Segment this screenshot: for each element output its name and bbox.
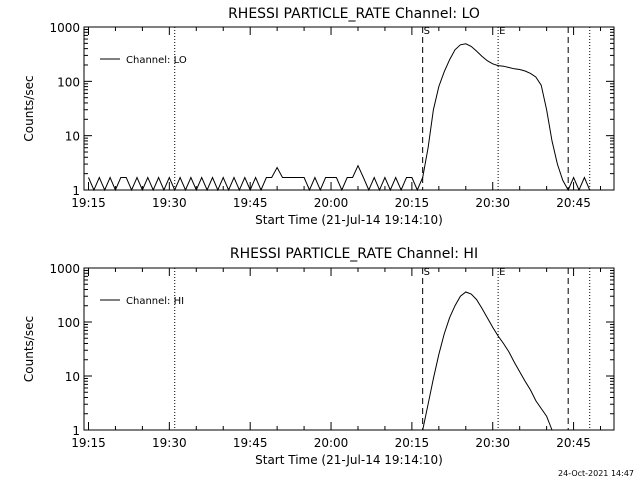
footer-timestamp: 24-Oct-2021 14:47 xyxy=(558,469,634,478)
x-tick-label: 20:30 xyxy=(475,196,510,210)
x-tick-label: 19:45 xyxy=(233,436,268,450)
x-tick-label: 20:30 xyxy=(475,436,510,450)
x-tick-label: 20:45 xyxy=(556,436,591,450)
y-axis-label: Counts/sec xyxy=(22,316,36,382)
series-line xyxy=(422,291,553,431)
y-tick-label: 100 xyxy=(57,316,80,330)
y-axis-label: Counts/sec xyxy=(22,75,36,141)
chart-panel-1: RHESSI PARTICLE_RATE Channel: LO Counts/s… xyxy=(22,6,615,227)
x-axis-label: Start Time (21-Jul-14 19:14:10) xyxy=(255,453,443,467)
series-line xyxy=(88,43,591,192)
y-tick-label: 10 xyxy=(65,130,80,144)
x-tick-label: 20:00 xyxy=(314,196,349,210)
x-tick-label: 19:30 xyxy=(152,436,187,450)
y-tick-label: 1 xyxy=(72,424,80,438)
x-tick-label: 20:45 xyxy=(556,196,591,210)
x-tick-label: 19:15 xyxy=(71,436,106,450)
x-axis-label: Start Time (21-Jul-14 19:14:10) xyxy=(255,213,443,227)
legend-entry: Channel: LO xyxy=(126,55,187,66)
y-tick-label: 1 xyxy=(72,184,80,198)
y-tick-label: 10 xyxy=(65,370,80,384)
x-tick-label: 20:00 xyxy=(314,436,349,450)
marker-label-s: S xyxy=(424,267,430,278)
plot-frame xyxy=(83,267,615,431)
plot-frame xyxy=(83,26,615,191)
x-tick-label: 19:45 xyxy=(233,196,268,210)
y-tick-label: 100 xyxy=(57,75,80,89)
x-tick-label: 19:15 xyxy=(71,196,106,210)
y-tick-label: 1000 xyxy=(49,21,80,35)
x-tick-label: 20:15 xyxy=(395,436,430,450)
chart-panel-2: RHESSI PARTICLE_RATE Channel: HI Counts/s… xyxy=(22,246,615,467)
x-tick-label: 20:15 xyxy=(395,196,430,210)
marker-label-s: S xyxy=(424,26,430,37)
marker-label-e: E xyxy=(499,267,505,278)
x-tick-label: 19:30 xyxy=(152,196,187,210)
chart-title: RHESSI PARTICLE_RATE Channel: LO xyxy=(228,6,480,22)
y-tick-label: 1000 xyxy=(49,262,80,276)
legend-entry: Channel: HI xyxy=(126,296,184,307)
marker-label-e: E xyxy=(499,26,505,37)
chart-title: RHESSI PARTICLE_RATE Channel: HI xyxy=(230,246,478,262)
